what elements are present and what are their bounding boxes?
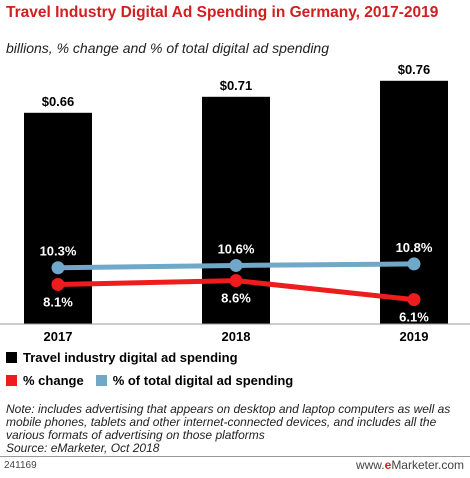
x-tick-2017: 2017 <box>44 329 73 344</box>
legend-swatch-bar <box>6 352 17 363</box>
share-label-2019: 10.8% <box>396 240 433 255</box>
brand-bold: e <box>384 458 392 472</box>
bar-label-2019: $0.76 <box>398 62 431 77</box>
change-label-2018: 8.6% <box>221 291 251 306</box>
legend-item-change: % change <box>6 373 84 388</box>
legend-label-change: % change <box>23 373 84 388</box>
bar-label-2017: $0.66 <box>42 94 75 109</box>
share-point-2017 <box>51 261 65 275</box>
legend-row-lines: % change % of total digital ad spending <box>6 373 305 388</box>
change-point-2019 <box>407 293 421 307</box>
legend-swatch-change <box>6 375 17 386</box>
chart-note: Note: includes advertising that appears … <box>6 403 468 455</box>
legend-label-bar: Travel industry digital ad spending <box>23 350 238 365</box>
share-label-2017: 10.3% <box>40 244 77 259</box>
brand-logo: www.eMarketer.com <box>356 458 464 472</box>
change-label-2017: 8.1% <box>43 294 73 309</box>
share-label-2018: 10.6% <box>218 241 255 256</box>
change-label-2019: 6.1% <box>399 310 429 325</box>
bar-2017 <box>24 112 92 324</box>
chart-title: Travel Industry Digital Ad Spending in G… <box>6 4 439 21</box>
note-text: Note: includes advertising that appears … <box>6 402 451 442</box>
legend-swatch-share <box>95 375 107 386</box>
share-point-2019 <box>407 257 421 271</box>
footer-divider <box>0 456 470 457</box>
legend-row-bars: Travel industry digital ad spending <box>6 350 238 365</box>
brand-rest: Marketer.com <box>391 458 464 472</box>
chart-subtitle: billions, % change and % of total digita… <box>6 40 329 56</box>
change-point-2018 <box>229 274 243 288</box>
bar-label-2018: $0.71 <box>220 78 253 93</box>
chart-id: 241169 <box>4 460 37 471</box>
share-point-2018 <box>229 258 243 272</box>
bar-2019 <box>380 80 448 324</box>
source-text: Source: eMarketer, Oct 2018 <box>6 441 160 455</box>
change-point-2017 <box>51 277 65 291</box>
legend-item-share: % of total digital ad spending <box>95 373 294 388</box>
x-tick-2018: 2018 <box>222 329 251 344</box>
legend-label-share: % of total digital ad spending <box>112 373 294 388</box>
chart-plot: $0.66 $0.71 $0.76 2017 2018 2019 10.3% 10.6% 10.… <box>0 62 470 344</box>
brand-prefix: www. <box>355 458 385 472</box>
x-tick-2019: 2019 <box>400 329 429 344</box>
